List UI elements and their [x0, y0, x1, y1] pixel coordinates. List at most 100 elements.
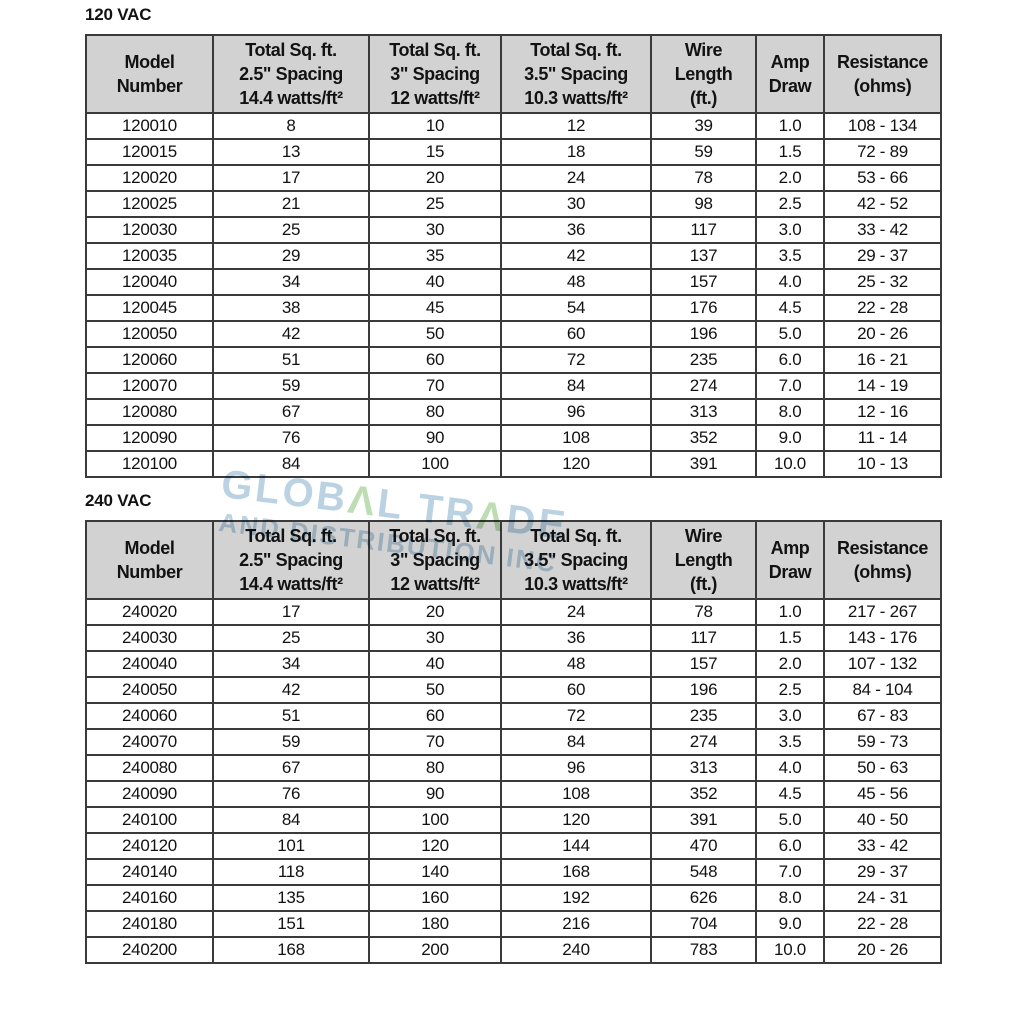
table-cell: 20	[368, 598, 502, 626]
column-header: Wire Length (ft.)	[650, 520, 757, 600]
table-cell: 59	[212, 372, 370, 400]
table-cell: 84 - 104	[823, 676, 942, 704]
header-row: Model Number Total Sq. ft. 2.5" Spacing 14.4…	[85, 520, 942, 600]
table-cell: 6.0	[755, 832, 825, 860]
spec-sheet: 120 VAC Model Number Total Sq. ft. 2.5" Spa…	[85, 4, 942, 964]
table-cell: 274	[650, 372, 757, 400]
table-cell: 120	[500, 450, 652, 478]
table-row: 120080 67 80 96 313 8.0 12 - 16	[85, 398, 942, 426]
table-cell: 217 - 267	[823, 598, 942, 626]
table-cell: 67 - 83	[823, 702, 942, 730]
table-cell: 7.0	[755, 372, 825, 400]
table-row: 240050 42 50 60 196 2.5 84 - 104	[85, 676, 942, 704]
table-120vac: Model Number Total Sq. ft. 2.5" Spacing 14.4…	[85, 34, 942, 478]
column-header: Resistance (ohms)	[823, 34, 942, 114]
table-cell: 67	[212, 398, 370, 426]
table-cell: 120030	[85, 216, 214, 244]
table-cell: 16 - 21	[823, 346, 942, 374]
table-row: 120090 76 90 108 352 9.0 11 - 14	[85, 424, 942, 452]
table-cell: 240040	[85, 650, 214, 678]
table-row: 240040 34 40 48 157 2.0 107 - 132	[85, 650, 942, 678]
table-cell: 12 - 16	[823, 398, 942, 426]
table-cell: 470	[650, 832, 757, 860]
table-row: 240180 151 180 216 704 9.0 22 - 28	[85, 910, 942, 938]
table-cell: 160	[368, 884, 502, 912]
table-cell: 80	[368, 754, 502, 782]
table-cell: 5.0	[755, 806, 825, 834]
table-body-120vac: 120010 8 10 12 39 1.0 108 - 134 120015 13 15 18 59 1…	[85, 112, 942, 478]
table-cell: 137	[650, 242, 757, 270]
table-cell: 60	[368, 346, 502, 374]
table-cell: 13	[212, 138, 370, 166]
table-cell: 240160	[85, 884, 214, 912]
table-cell: 108 - 134	[823, 112, 942, 140]
table-cell: 84	[212, 450, 370, 478]
table-cell: 120070	[85, 372, 214, 400]
table-row: 240030 25 30 36 117 1.5 143 - 176	[85, 624, 942, 652]
table-cell: 53 - 66	[823, 164, 942, 192]
table-cell: 17	[212, 598, 370, 626]
table-cell: 84	[212, 806, 370, 834]
table-cell: 3.0	[755, 216, 825, 244]
table-cell: 10.0	[755, 450, 825, 478]
table-cell: 3.0	[755, 702, 825, 730]
table-row: 120100 84 100 120 391 10.0 10 - 13	[85, 450, 942, 478]
table-cell: 96	[500, 754, 652, 782]
table-cell: 51	[212, 346, 370, 374]
table-cell: 168	[212, 936, 370, 964]
table-cell: 151	[212, 910, 370, 938]
table-cell: 157	[650, 268, 757, 296]
table-cell: 22 - 28	[823, 910, 942, 938]
table-cell: 1.5	[755, 138, 825, 166]
table-cell: 120	[368, 832, 502, 860]
table-cell: 42	[212, 320, 370, 348]
table-cell: 196	[650, 320, 757, 348]
table-cell: 84	[500, 372, 652, 400]
table-cell: 313	[650, 754, 757, 782]
table-cell: 96	[500, 398, 652, 426]
table-cell: 70	[368, 728, 502, 756]
table-cell: 17	[212, 164, 370, 192]
table-cell: 107 - 132	[823, 650, 942, 678]
table-row: 120015 13 15 18 59 1.5 72 - 89	[85, 138, 942, 166]
table-cell: 54	[500, 294, 652, 322]
table-cell: 90	[368, 424, 502, 452]
table-cell: 240050	[85, 676, 214, 704]
table-cell: 18	[500, 138, 652, 166]
table-cell: 8.0	[755, 398, 825, 426]
table-row: 120070 59 70 84 274 7.0 14 - 19	[85, 372, 942, 400]
table-cell: 72	[500, 702, 652, 730]
table-cell: 120020	[85, 164, 214, 192]
table-cell: 626	[650, 884, 757, 912]
table-cell: 80	[368, 398, 502, 426]
table-cell: 176	[650, 294, 757, 322]
column-header: Model Number	[85, 520, 214, 600]
table-row: 120030 25 30 36 117 3.0 33 - 42	[85, 216, 942, 244]
table-cell: 42 - 52	[823, 190, 942, 218]
table-cell: 76	[212, 780, 370, 808]
table-cell: 48	[500, 650, 652, 678]
table-cell: 118	[212, 858, 370, 886]
table-cell: 24	[500, 164, 652, 192]
table-row: 240020 17 20 24 78 1.0 217 - 267	[85, 598, 942, 626]
table-cell: 352	[650, 780, 757, 808]
table-row: 240160 135 160 192 626 8.0 24 - 31	[85, 884, 942, 912]
table-row: 120040 34 40 48 157 4.0 25 - 32	[85, 268, 942, 296]
table-row: 120050 42 50 60 196 5.0 20 - 26	[85, 320, 942, 348]
table-cell: 30	[500, 190, 652, 218]
table-cell: 120100	[85, 450, 214, 478]
table-cell: 24	[500, 598, 652, 626]
table-row: 240100 84 100 120 391 5.0 40 - 50	[85, 806, 942, 834]
table-cell: 40	[368, 268, 502, 296]
table-cell: 235	[650, 702, 757, 730]
table-cell: 30	[368, 216, 502, 244]
table-cell: 29	[212, 242, 370, 270]
table-cell: 29 - 37	[823, 242, 942, 270]
table-cell: 78	[650, 164, 757, 192]
table-cell: 33 - 42	[823, 216, 942, 244]
table-cell: 240060	[85, 702, 214, 730]
table-cell: 157	[650, 650, 757, 678]
table-cell: 240080	[85, 754, 214, 782]
table-cell: 33 - 42	[823, 832, 942, 860]
table-cell: 120035	[85, 242, 214, 270]
